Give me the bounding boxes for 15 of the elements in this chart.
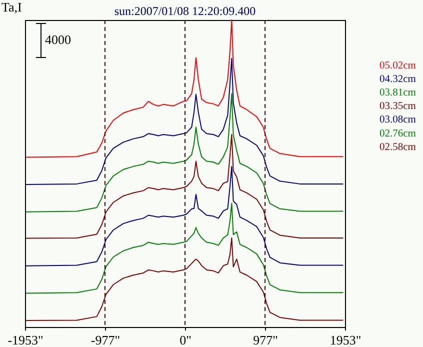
text: 03.35cm <box>380 101 416 112</box>
text: 02.76cm <box>380 128 416 140</box>
text: 03.81cm <box>380 87 416 98</box>
x-tick-label: -977" <box>90 332 120 347</box>
text: 02.58cm <box>380 142 416 153</box>
text: 05.02cm <box>380 60 416 72</box>
y-axis-title: Ta,I <box>2 0 22 14</box>
x-tick-label: -1953" <box>8 332 44 347</box>
x-tick-label: 0" <box>180 332 192 347</box>
text: 03.08cm <box>380 114 416 126</box>
chart-title: sun:2007/01/08 12:20:09.400 <box>114 4 256 18</box>
x-tick-label: 977" <box>253 332 278 347</box>
text: 04.32cm <box>380 74 416 85</box>
x-tick-label: 1953" <box>330 332 362 347</box>
annotation: 4000 <box>45 32 71 47</box>
